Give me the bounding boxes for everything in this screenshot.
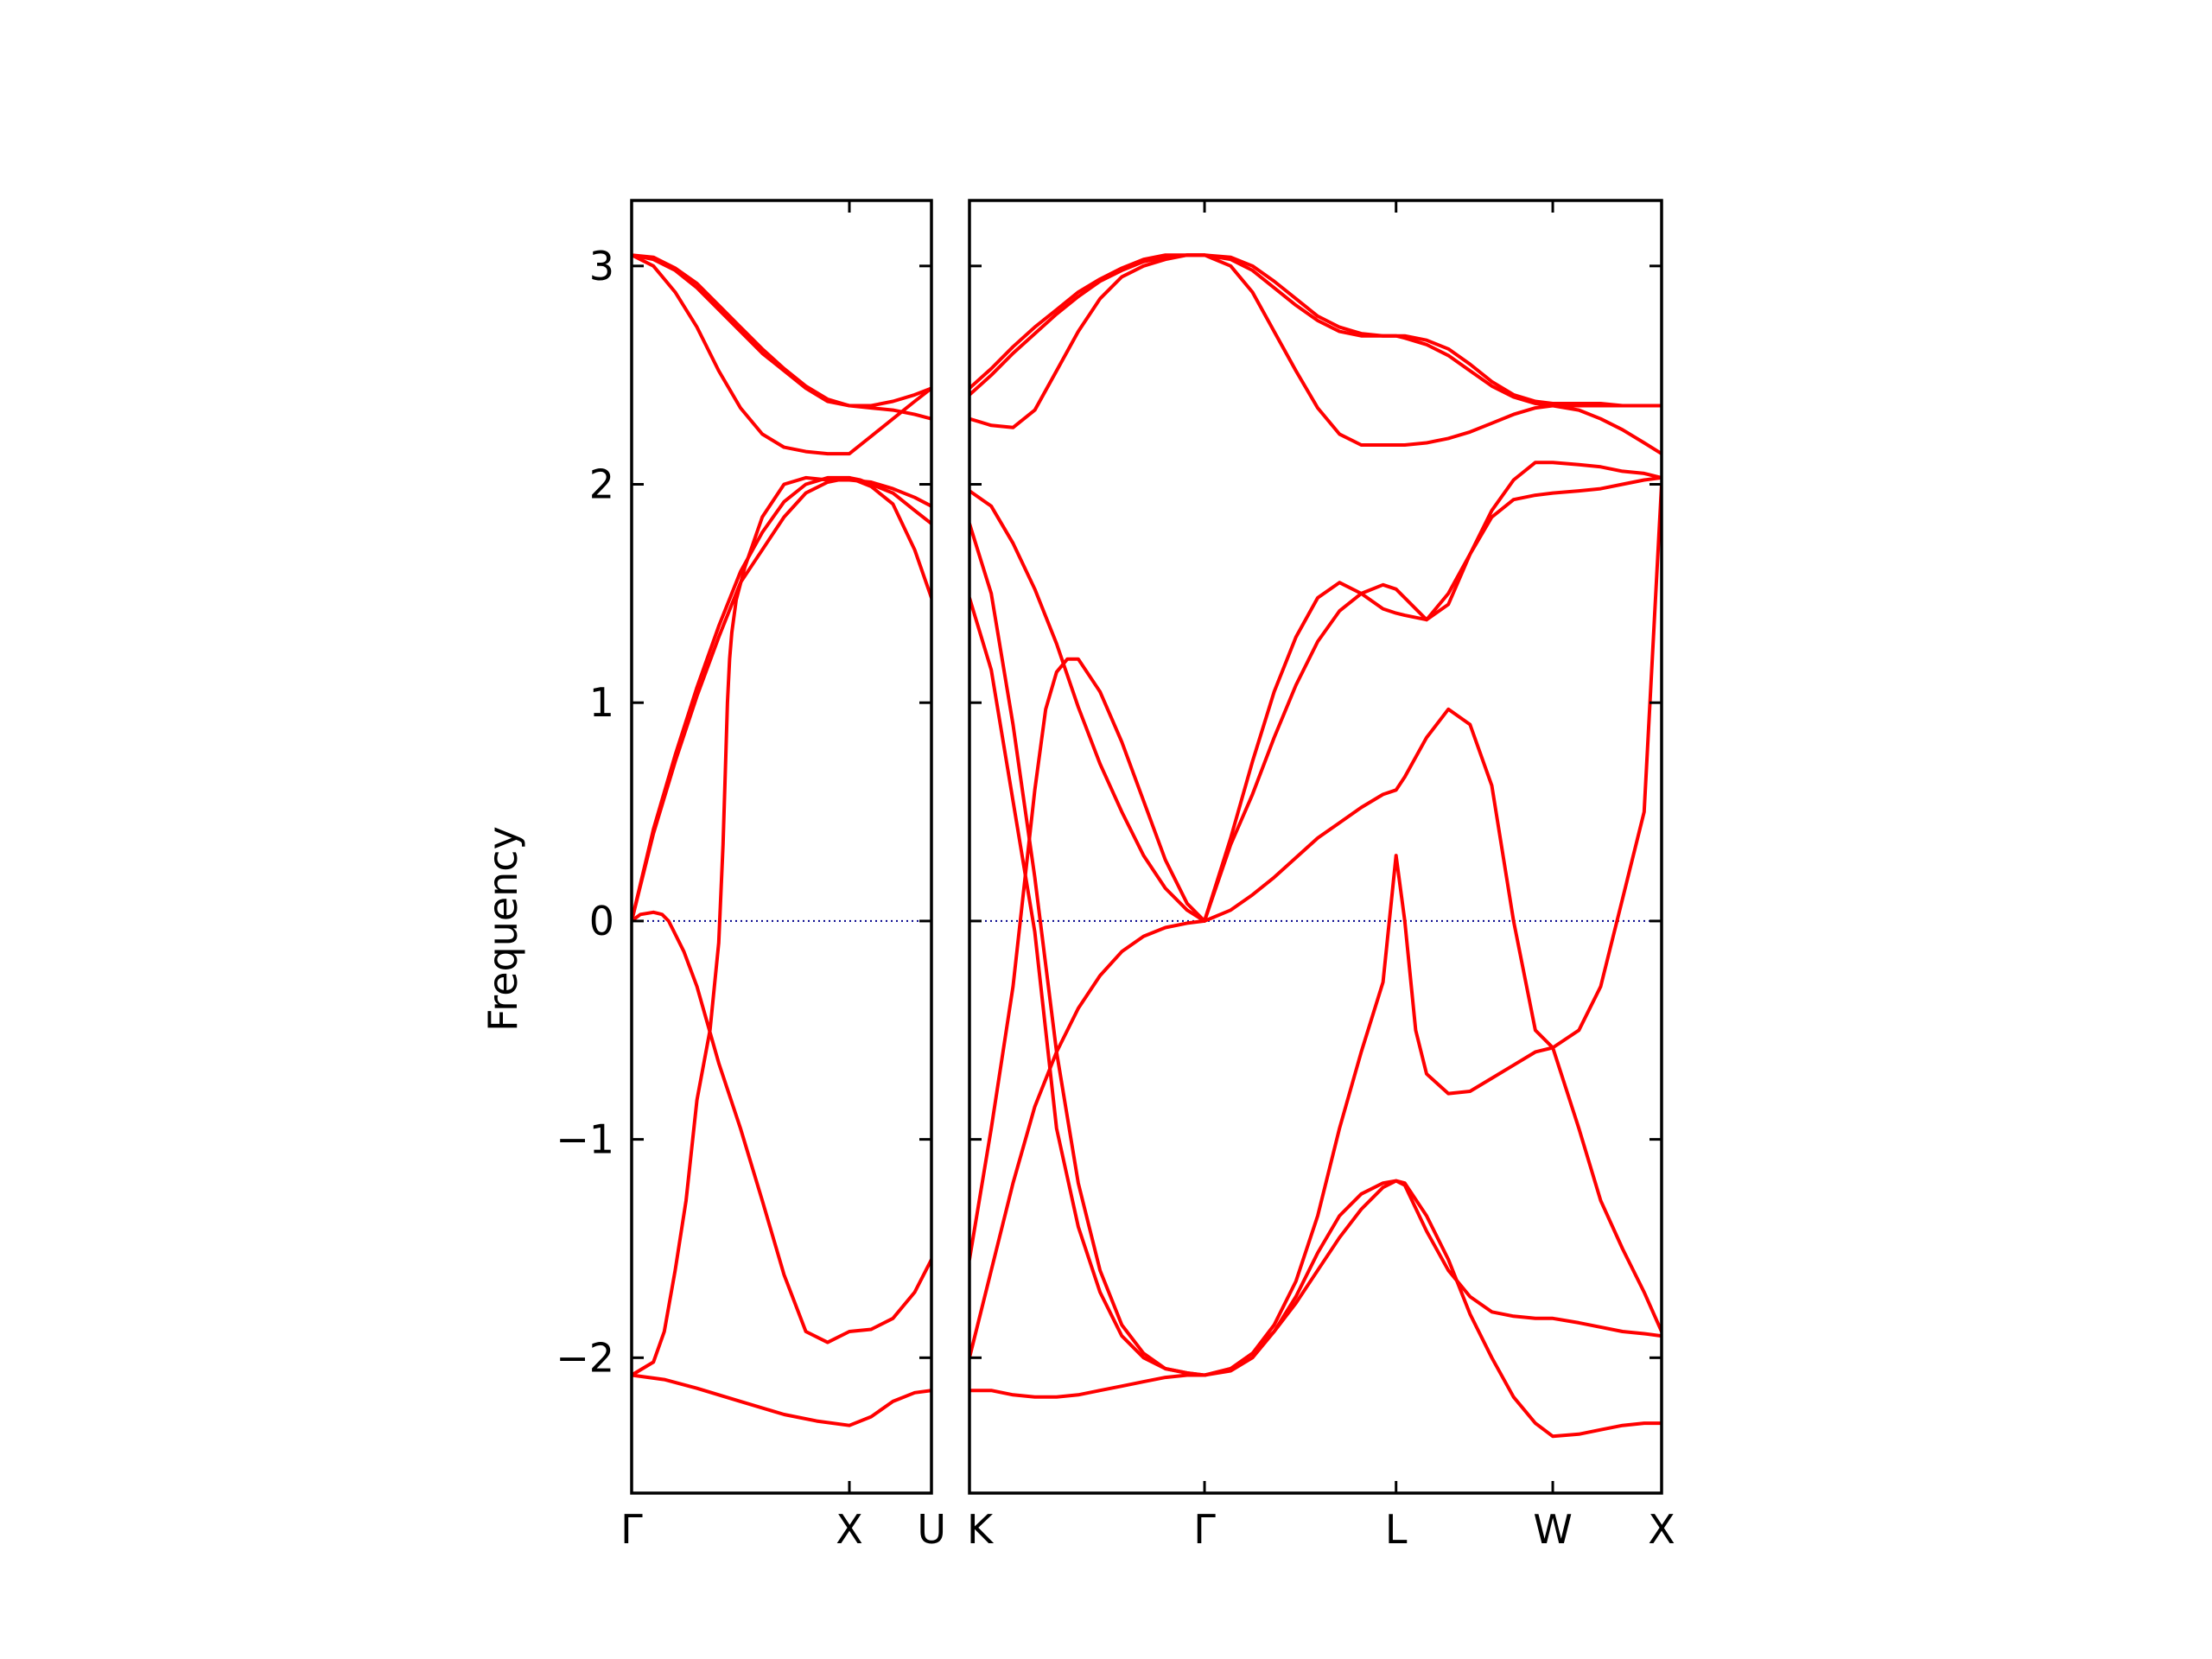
bands-group xyxy=(969,253,1662,1439)
phonon-band-1 xyxy=(632,1373,931,1427)
y-tick-label: 1 xyxy=(589,679,614,726)
x-tick-label: W xyxy=(1533,1506,1572,1553)
phonon-band-8 xyxy=(632,253,931,408)
phonon-band-3 xyxy=(632,910,931,1344)
phonon-band-6 xyxy=(969,461,1662,923)
x-tick-label: K xyxy=(967,1506,995,1553)
phonon-band-2 xyxy=(969,707,1662,1360)
y-tick-label: 2 xyxy=(589,461,614,508)
phonon-band-4 xyxy=(632,475,931,923)
y-tick-label: 3 xyxy=(589,243,614,289)
phonon-band-8 xyxy=(969,253,1662,408)
phonon-band-1 xyxy=(969,1179,1662,1439)
y-tick-label: 0 xyxy=(589,898,614,944)
y-tick-label: −2 xyxy=(556,1334,614,1381)
bands-group xyxy=(632,253,931,1427)
phonon-band-2 xyxy=(632,475,931,1377)
phonon-band-6 xyxy=(632,253,931,456)
y-tick-label: −1 xyxy=(556,1116,614,1163)
x-tick-label: X xyxy=(1648,1506,1675,1553)
axes-frame xyxy=(630,199,933,1495)
x-tick-label: Γ xyxy=(1193,1506,1216,1553)
phonon-band-4 xyxy=(969,482,1662,1377)
phonon-band-9 xyxy=(969,253,1662,408)
phonon-band-3 xyxy=(969,475,1662,1262)
x-tick-label: U xyxy=(917,1506,946,1553)
phonon-band-7 xyxy=(969,253,1662,456)
axes-frame xyxy=(968,199,1663,1495)
x-tick-label: Γ xyxy=(620,1506,643,1553)
phonon-band-5 xyxy=(969,522,1662,1377)
x-tick-label: L xyxy=(1385,1506,1408,1553)
x-tick-label: X xyxy=(836,1506,863,1553)
y-axis-label: Frequency xyxy=(480,826,526,1032)
phonon-band-5 xyxy=(632,475,931,923)
phonon-band-7 xyxy=(632,253,931,421)
panel-left: 3 2 1 0 −1 −2 Γ X U xyxy=(556,199,946,1553)
